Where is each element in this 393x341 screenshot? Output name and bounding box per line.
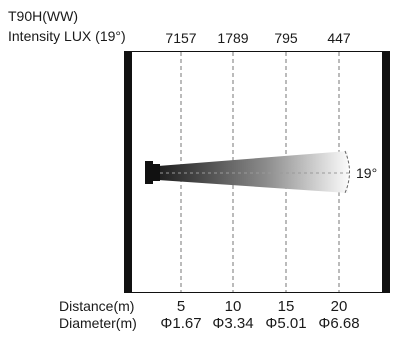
diameter-5m: Φ1.67 <box>160 315 202 332</box>
beam-angle-label: 19° <box>356 165 377 181</box>
diameter-15m: Φ5.01 <box>265 315 307 332</box>
distance-label: Distance(m) <box>59 298 135 314</box>
distance-20: 20 <box>330 298 348 315</box>
fixture-body-icon <box>145 161 153 184</box>
lux-value-20m: 447 <box>327 30 351 46</box>
diagram-frame <box>127 51 387 293</box>
diameter-20m: Φ6.68 <box>318 315 360 332</box>
beam-end-arc <box>344 150 350 194</box>
diameter-label: Diameter(m) <box>59 315 137 331</box>
diameter-10m: Φ3.34 <box>212 315 254 332</box>
distance-10: 10 <box>224 298 242 315</box>
fixture-model-title: T90H(WW) <box>8 8 78 24</box>
lux-value-15m: 795 <box>274 30 298 46</box>
light-beam-cone <box>158 151 348 193</box>
lux-value-10m: 1789 <box>217 30 249 46</box>
lux-value-5m: 7157 <box>165 30 197 46</box>
distance-15: 15 <box>277 298 295 315</box>
distance-5: 5 <box>176 298 186 315</box>
intensity-subtitle: Intensity LUX (19°) <box>8 28 126 44</box>
fixture-head-icon <box>152 164 160 181</box>
